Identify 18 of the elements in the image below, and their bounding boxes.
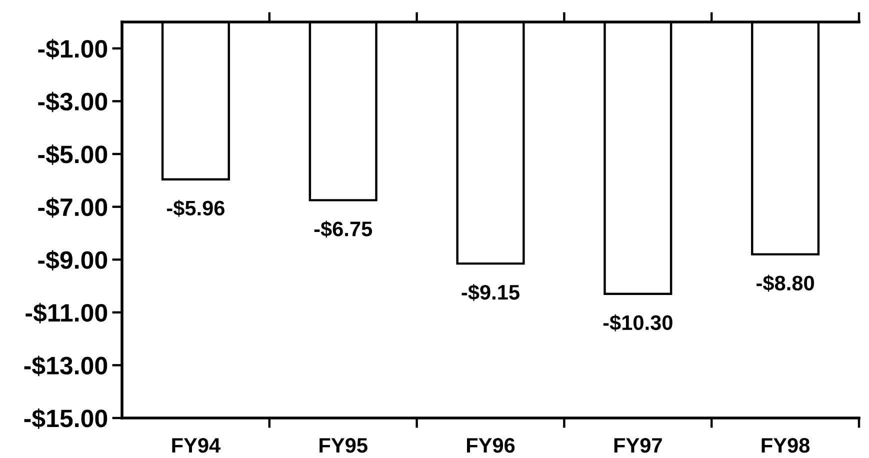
y-tick-label: -$9.00 <box>38 250 108 271</box>
data-label: -$10.30 <box>603 314 672 332</box>
data-label: -$9.15 <box>462 284 520 302</box>
data-label: -$8.80 <box>756 274 814 292</box>
x-tick-label: FY96 <box>466 438 515 453</box>
y-tick-label: -$11.00 <box>26 302 108 324</box>
x-tick-label: FY97 <box>614 438 662 453</box>
x-tick-label: FY95 <box>320 438 368 453</box>
y-tick-label: -$15.00 <box>24 408 108 429</box>
y-tick-label: -$13.00 <box>24 356 108 376</box>
y-tick-label: -$5.00 <box>38 144 108 165</box>
x-tick-label: FY94 <box>172 438 220 453</box>
y-tick-label: -$1.00 <box>38 38 108 60</box>
x-tick-label: FY98 <box>762 438 810 453</box>
data-label: -$6.75 <box>314 220 372 238</box>
y-tick-label: -$7.00 <box>38 197 108 218</box>
data-label: -$5.96 <box>166 200 224 217</box>
y-tick-label: -$3.00 <box>38 92 108 112</box>
